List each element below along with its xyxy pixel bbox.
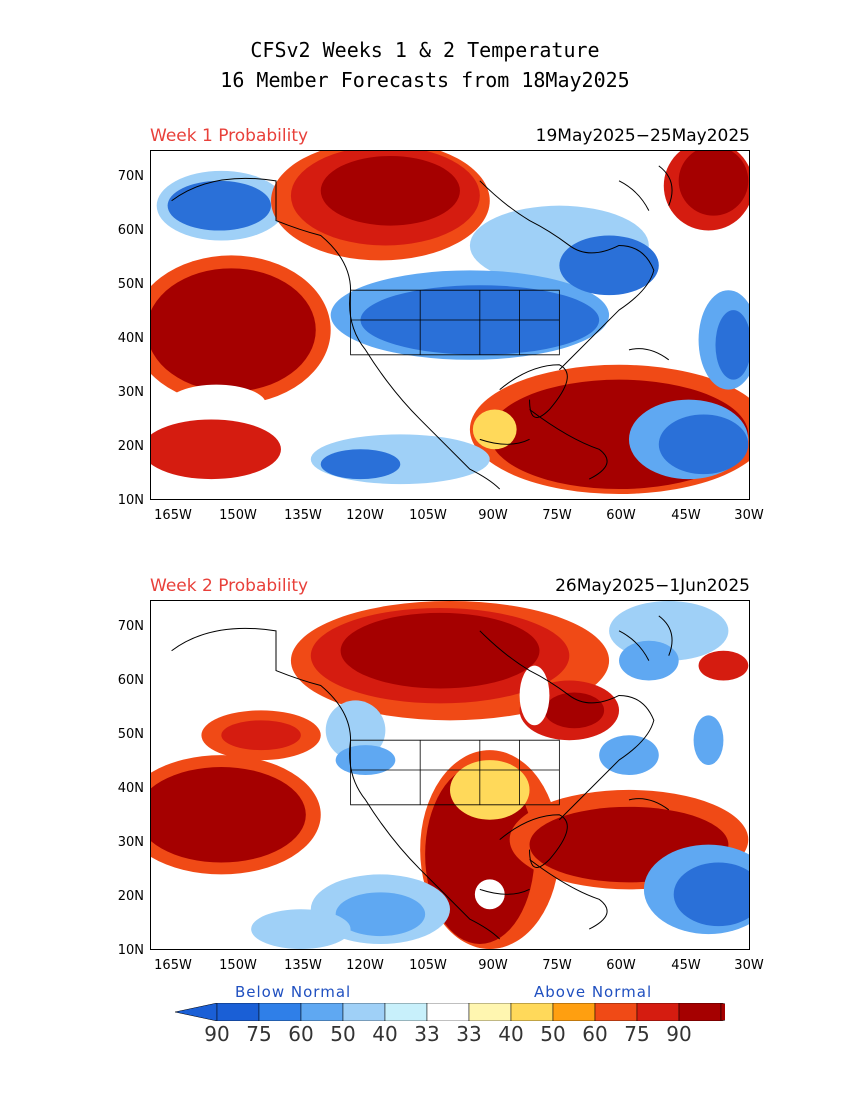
legend-value: 75 [246, 1022, 272, 1046]
legend-swatch [300, 1003, 344, 1021]
legend-swatch [678, 1003, 722, 1021]
y-tick: 40N [117, 781, 144, 796]
legend-arrow-left [175, 1003, 218, 1021]
y-tick: 30N [117, 835, 144, 850]
week2-label: Week 2 Probability [150, 576, 309, 596]
y-tick: 50N [117, 277, 144, 292]
x-tick: 30W [734, 958, 764, 973]
x-tick: 120W [346, 958, 384, 973]
legend-value: 33 [414, 1022, 440, 1046]
legend-value: 50 [330, 1022, 356, 1046]
y-tick: 60N [117, 673, 144, 688]
x-tick: 90W [478, 958, 508, 973]
y-tick: 60N [117, 223, 144, 238]
legend-value: 40 [372, 1022, 398, 1046]
legend-value: 50 [540, 1022, 566, 1046]
legend-swatch [510, 1003, 554, 1021]
week2-dates: 26May2025−1Jun2025 [555, 576, 750, 596]
legend-colorbar [175, 1003, 725, 1021]
y-tick: 10N [117, 493, 144, 508]
x-tick: 75W [542, 508, 572, 523]
y-tick: 30N [117, 385, 144, 400]
x-tick: 60W [606, 958, 636, 973]
y-tick: 20N [117, 889, 144, 904]
legend-swatch [216, 1003, 260, 1021]
legend-swatch [258, 1003, 302, 1021]
legend-value: 90 [204, 1022, 230, 1046]
legend-value: 90 [666, 1022, 692, 1046]
x-tick: 45W [671, 958, 701, 973]
legend-arrow-right [720, 1003, 725, 1021]
y-tick: 70N [117, 619, 144, 634]
legend-value: 33 [456, 1022, 482, 1046]
week1-map [150, 150, 750, 500]
chart-subtitle: 16 Member Forecasts from 18May2025 [220, 68, 630, 92]
legend-swatch [384, 1003, 428, 1021]
y-tick: 10N [117, 943, 144, 958]
x-tick: 150W [219, 958, 257, 973]
below-normal-label: Below Normal [235, 983, 352, 1001]
legend-swatch [468, 1003, 512, 1021]
x-tick: 30W [734, 508, 764, 523]
week2-map [150, 600, 750, 950]
x-tick: 75W [542, 958, 572, 973]
x-tick: 165W [154, 958, 192, 973]
week1-label: Week 1 Probability [150, 126, 309, 146]
above-normal-label: Above Normal [534, 983, 653, 1001]
x-tick: 165W [154, 508, 192, 523]
x-tick: 135W [284, 958, 322, 973]
x-tick: 150W [219, 508, 257, 523]
legend-swatch [594, 1003, 638, 1021]
y-tick: 50N [117, 727, 144, 742]
legend-swatch [636, 1003, 680, 1021]
x-tick: 135W [284, 508, 322, 523]
chart-title: CFSv2 Weeks 1 & 2 Temperature [250, 38, 600, 62]
legend-swatch [342, 1003, 386, 1021]
week1-dates: 19May2025−25May2025 [535, 126, 750, 146]
x-tick: 90W [478, 508, 508, 523]
legend-swatch [552, 1003, 596, 1021]
x-tick: 120W [346, 508, 384, 523]
y-tick: 40N [117, 331, 144, 346]
y-tick: 20N [117, 439, 144, 454]
x-tick: 60W [606, 508, 636, 523]
legend-value: 75 [624, 1022, 650, 1046]
legend-swatch [426, 1003, 470, 1021]
legend-value: 40 [498, 1022, 524, 1046]
x-tick: 105W [409, 508, 447, 523]
legend-value: 60 [288, 1022, 314, 1046]
legend-value: 60 [582, 1022, 608, 1046]
y-tick: 70N [117, 169, 144, 184]
x-tick: 105W [409, 958, 447, 973]
x-tick: 45W [671, 508, 701, 523]
